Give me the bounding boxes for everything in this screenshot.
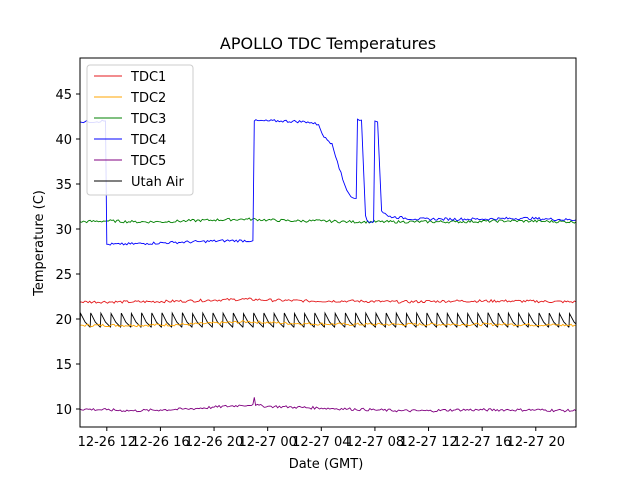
- y-tick-label: 15: [55, 358, 72, 373]
- y-tick-label: 35: [55, 178, 72, 193]
- x-tick-label: 12-26 20: [185, 435, 243, 450]
- y-tick-label: 10: [55, 403, 72, 418]
- y-tick-label: 40: [55, 133, 72, 148]
- x-tick-label: 12-27 12: [399, 435, 457, 450]
- chart-title: APOLLO TDC Temperatures: [220, 34, 436, 53]
- legend-label-tdc5: TDC5: [130, 154, 166, 169]
- series-line-tdc3: [80, 217, 576, 224]
- legend-label-tdc1: TDC1: [130, 70, 166, 85]
- series-line-tdc5: [80, 397, 576, 413]
- x-tick-label: 12-26 12: [78, 435, 136, 450]
- x-axis-title: Date (GMT): [289, 457, 364, 472]
- x-tick-label: 12-27 20: [507, 435, 565, 450]
- legend-label-tdc3: TDC3: [130, 112, 166, 127]
- y-tick-label: 30: [55, 223, 72, 238]
- x-tick-label: 12-27 04: [292, 435, 350, 450]
- legend-label-tdc2: TDC2: [130, 91, 166, 106]
- legend-label-tdc4: TDC4: [130, 133, 166, 148]
- legend: TDC1 TDC2 TDC3 TDC4 TDC5 Utah Air: [86, 64, 194, 196]
- x-tick-label: 12-27 16: [453, 435, 511, 450]
- y-tick-label: 45: [55, 88, 72, 103]
- series-line-tdc1: [80, 297, 576, 304]
- x-tick-label: 12-26 16: [131, 435, 189, 450]
- series-line-tdc2: [80, 320, 576, 328]
- plot-frame: [79, 57, 577, 428]
- legend-label-utah-air: Utah Air: [131, 175, 184, 190]
- x-tick-label: 12-27 08: [346, 435, 404, 450]
- y-tick-label: 20: [55, 313, 72, 328]
- y-tick-label: 25: [55, 268, 72, 283]
- y-axis-title: Temperature (C): [32, 190, 47, 297]
- x-tick-label: 12-27 00: [238, 435, 296, 450]
- plot-area: [80, 118, 576, 413]
- series-line-tdc4: [80, 118, 576, 246]
